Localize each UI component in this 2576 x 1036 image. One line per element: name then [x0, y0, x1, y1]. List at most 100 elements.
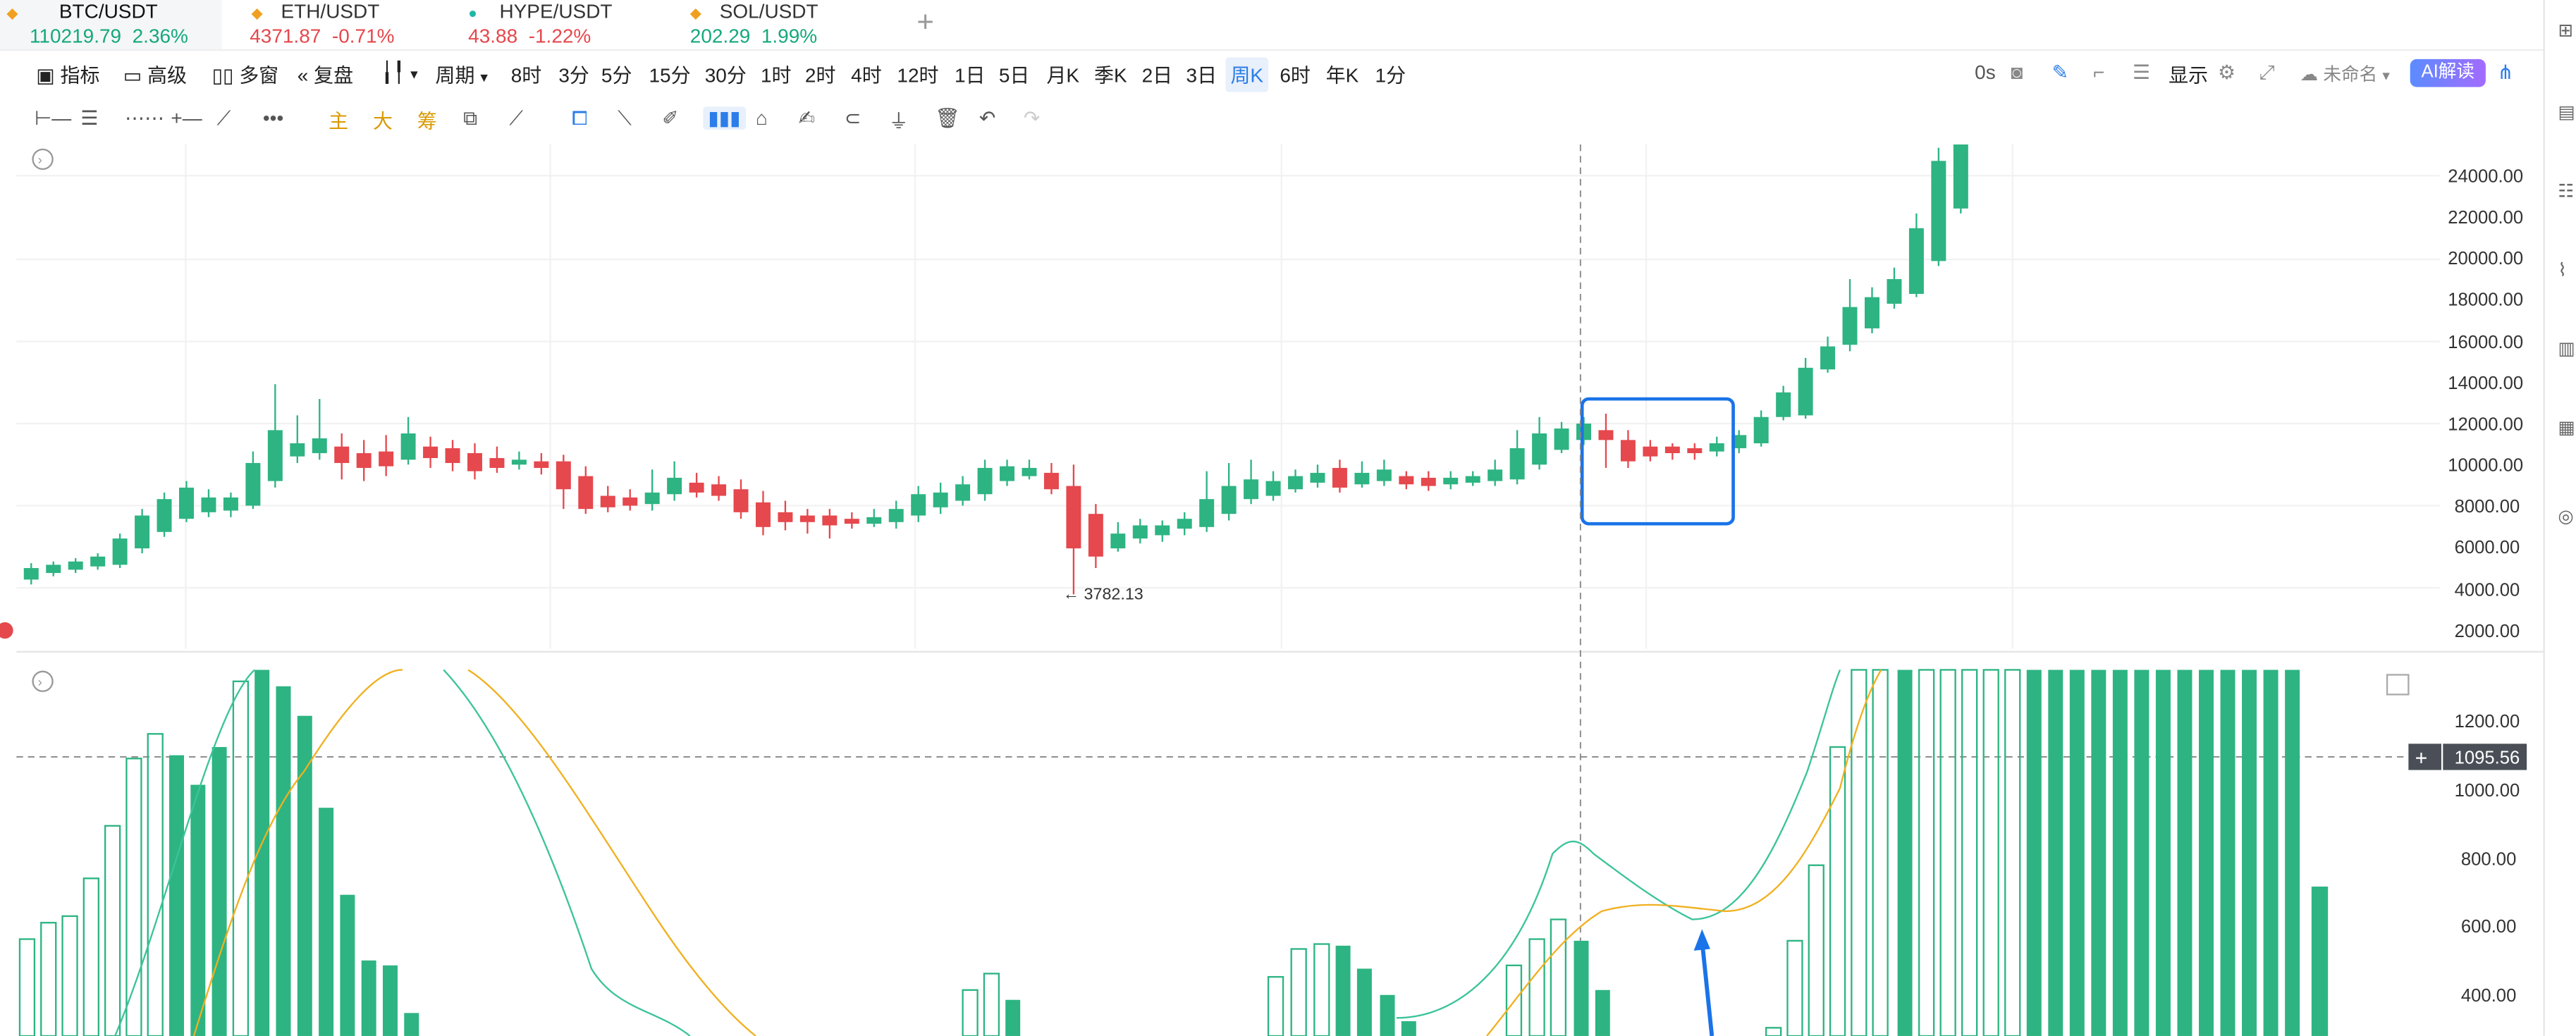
period-15m[interactable]: 15分 [649, 63, 691, 87]
chip-button[interactable]: 筹 [417, 110, 437, 133]
period-year[interactable]: 年K [1325, 63, 1359, 87]
camera-icon[interactable]: ◙ [2011, 61, 2023, 84]
ticker-tab-sol[interactable]: ◆ SOL/USDT 202.29 1.99% [661, 0, 883, 49]
period-2h[interactable]: 2时 [804, 63, 836, 87]
candle-body [1643, 446, 1658, 457]
indicator-axis: 1200.00 1000.00 800.00 600.00 400.00 [2455, 712, 2520, 1006]
add-tab-button[interactable]: + [916, 4, 934, 38]
coin-icon: ◆ [6, 4, 18, 22]
display-button[interactable]: 显示 [2169, 63, 2209, 87]
ray-tool-icon[interactable]: +— [171, 106, 202, 130]
list-icon[interactable]: ☷ [2558, 182, 2575, 202]
list-icon[interactable]: ☰ [2132, 61, 2150, 84]
magnet-icon[interactable]: ⊂ [844, 106, 861, 130]
multi-window-button[interactable]: ▯▯ 多窗 [211, 63, 279, 87]
histogram-bar [1961, 669, 1978, 1036]
histogram-bar [382, 965, 398, 1036]
period-3m[interactable]: 3分 [558, 63, 589, 87]
period-5d[interactable]: 5日 [998, 63, 1030, 87]
period-week[interactable]: 周K [1225, 57, 1269, 92]
candle-body [1709, 443, 1724, 452]
candle-body [445, 448, 460, 463]
period-30m[interactable]: 30分 [704, 63, 747, 87]
alert-dot-icon[interactable] [0, 622, 13, 639]
cloud-save-button[interactable]: ☁ 未命名 ▾ [2300, 66, 2390, 86]
brush-icon[interactable]: ✐ [662, 106, 679, 130]
ruler-icon[interactable]: ⟍ [618, 106, 632, 130]
ai-interpret-button[interactable]: AI解读 [2410, 58, 2486, 87]
trendline-tool-icon[interactable]: ⟋ [216, 106, 231, 130]
candle-body [799, 515, 815, 522]
histogram-bar [147, 733, 164, 1036]
candle-body [135, 515, 150, 549]
candle-body [1620, 440, 1636, 462]
advanced-button[interactable]: ▭ 高级 [123, 63, 187, 87]
calendar-icon[interactable]: ▦ [2558, 419, 2575, 439]
copy-icon[interactable]: ⧠ [571, 106, 588, 130]
histogram-bar [169, 755, 185, 1036]
trash-icon[interactable]: 🗑 [934, 106, 960, 130]
period-month[interactable]: 月K [1046, 63, 1080, 87]
hline-tool-icon[interactable]: ⊢— [34, 106, 72, 130]
parallel-tool-icon[interactable]: ☰ [80, 106, 99, 130]
chart-type-button[interactable]: ╽╿ ▾ [381, 61, 418, 84]
period-1d[interactable]: 1日 [954, 63, 986, 87]
fib-tool-icon[interactable]: ⋯⋯ [125, 106, 165, 130]
ticker-price: 110219.79 2.36% [29, 24, 188, 48]
period-1h[interactable]: 1时 [760, 63, 792, 87]
more-tools-icon[interactable]: ••• [262, 106, 284, 130]
indicator-tick: 600.00 [2461, 917, 2516, 937]
period-2d[interactable]: 2日 [1141, 63, 1173, 87]
compare-icon[interactable]: ⧉ [463, 106, 478, 130]
layout-icon[interactable]: ⌐ [2092, 61, 2105, 84]
period-3d[interactable]: 3日 [1186, 63, 1218, 87]
period-4h[interactable]: 4时 [851, 63, 882, 87]
window-icon: ▭ [123, 63, 142, 87]
pen-icon[interactable]: ✎ [2051, 61, 2069, 84]
main-indicator-button[interactable]: 主 [329, 110, 349, 133]
period-1m[interactable]: 1分 [1375, 63, 1406, 87]
chart-icon[interactable]: ▥ [2558, 340, 2575, 360]
measure-icon[interactable]: ⟋ [509, 106, 524, 130]
ticker-symbol: BTC/USDT [59, 0, 158, 23]
period-5m[interactable]: 5分 [601, 63, 632, 87]
redo-icon[interactable]: ↷ [1023, 106, 1041, 130]
book-icon[interactable]: ▤ [2558, 103, 2575, 123]
histogram-bar [1595, 989, 1610, 1036]
candle-body [844, 519, 859, 524]
plus-icon[interactable]: + [2415, 747, 2428, 770]
pane-collapse-icon[interactable]: › [32, 670, 54, 692]
histogram-bar [190, 784, 206, 1036]
period-dropdown[interactable]: 周期 ▾ [435, 63, 488, 87]
candle-body [1731, 435, 1747, 448]
filter-icon[interactable]: ⏚ [888, 110, 909, 133]
big-order-button[interactable]: 大 [373, 110, 393, 133]
lock-icon[interactable]: ⌂ [755, 106, 768, 130]
candles-icon[interactable]: ▮▮▮ [703, 106, 746, 130]
period-8h[interactable]: 8时 [510, 63, 542, 87]
undo-icon[interactable]: ↶ [979, 106, 996, 130]
replay-button[interactable]: « 复盘 [297, 63, 354, 87]
grid-icon[interactable]: ⊞ [2558, 21, 2573, 42]
candle-body [1887, 279, 1902, 304]
ticker-tab-btc[interactable]: ◆ BTC/USDT 110219.79 2.36% [0, 0, 222, 49]
period-6h[interactable]: 6时 [1280, 63, 1311, 87]
ticker-tab-eth[interactable]: ◆ ETH/USDT 4371.87 -0.71% [222, 0, 444, 49]
trend-icon[interactable]: ⌇ [2558, 261, 2567, 281]
ticker-tab-hype[interactable]: ● HYPE/USDT 43.88 -1.22% [441, 0, 663, 49]
ticker-price: 4371.87 -0.71% [250, 24, 395, 48]
period-12h[interactable]: 12时 [897, 63, 939, 87]
settings-icon[interactable]: ⚙ [2218, 61, 2236, 84]
fullscreen-icon[interactable]: ⤢ [2259, 61, 2275, 84]
indicator-button[interactable]: ▣ 指标 [36, 63, 100, 87]
period-quarter[interactable]: 季K [1094, 63, 1127, 87]
candle-body [1664, 446, 1680, 453]
maximize-pane-icon[interactable] [2386, 674, 2410, 696]
pane-collapse-icon[interactable]: › [32, 148, 54, 171]
price-tick: 18000.00 [2448, 290, 2523, 309]
chat-icon[interactable]: ◎ [2558, 507, 2574, 527]
histogram-bar [1829, 746, 1846, 1036]
share-icon[interactable]: ⋔ [2497, 61, 2514, 84]
note-icon[interactable]: ✍ [798, 106, 816, 130]
